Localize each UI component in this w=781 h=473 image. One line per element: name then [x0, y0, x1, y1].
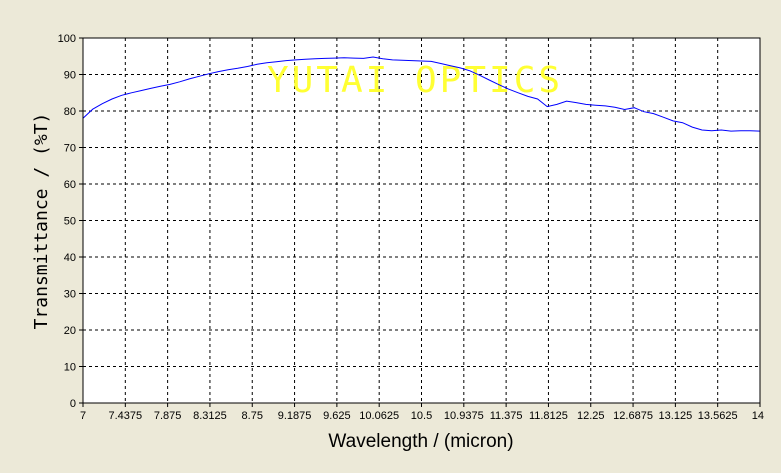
grid-lines — [83, 38, 760, 403]
x-tick-label: 10.9375 — [444, 410, 484, 422]
x-tick-label: 10.0625 — [359, 410, 399, 422]
x-tick-label: 14 — [752, 410, 764, 422]
x-tick-label: 9.625 — [323, 410, 351, 422]
x-tick-label: 11.375 — [490, 410, 523, 422]
x-tick-label: 12.6875 — [613, 410, 653, 422]
y-tick-label: 80 — [64, 106, 76, 118]
plot-border — [82, 37, 761, 404]
x-tick-label: 9.1875 — [278, 410, 312, 422]
x-tick-label: 8.3125 — [193, 410, 227, 422]
x-tick-label: 7.875 — [154, 410, 182, 422]
watermark-text: YUTAI OPTICS — [267, 60, 563, 101]
y-tick-label: 60 — [64, 179, 76, 191]
y-tick-label: 10 — [64, 362, 76, 374]
y-tick-label: 30 — [64, 289, 76, 301]
x-tick-label: 12.25 — [577, 410, 605, 422]
x-tick-label: 8.75 — [242, 410, 263, 422]
x-tick-label: 11.8125 — [529, 410, 568, 422]
y-tick-labels: 0 10 20 30 40 50 60 70 80 90 100 — [58, 33, 76, 410]
y-tick-label: 100 — [58, 33, 76, 45]
x-tick-labels: 7 7.4375 7.875 8.3125 8.75 9.1875 9.625 10.0625… — [80, 410, 764, 422]
x-tick-label: 13.5625 — [698, 410, 738, 422]
y-tick-label: 40 — [64, 252, 76, 264]
axis-ticks — [79, 37, 761, 407]
y-tick-label: 70 — [64, 143, 76, 155]
x-tick-label: 13.125 — [659, 410, 693, 422]
y-axis-title: Transmittance / (%T) — [31, 113, 52, 330]
x-tick-label: 7.4375 — [108, 410, 142, 422]
y-tick-label: 0 — [70, 398, 76, 410]
x-tick-label: 7 — [80, 410, 86, 422]
x-tick-label: 10.5 — [411, 410, 432, 422]
y-tick-label: 20 — [64, 325, 76, 337]
y-tick-label: 90 — [64, 70, 76, 82]
x-axis-title: Wavelength / (micron) — [328, 431, 513, 452]
series-line-transmittance — [82, 56, 761, 132]
y-tick-label: 50 — [64, 216, 76, 228]
